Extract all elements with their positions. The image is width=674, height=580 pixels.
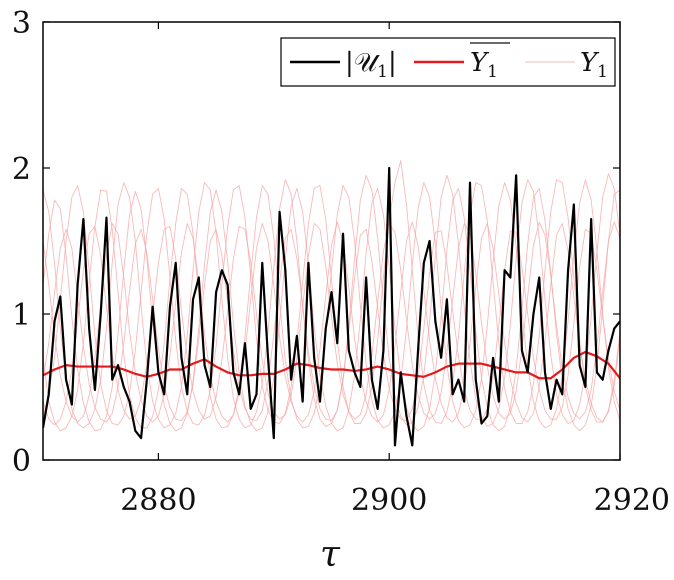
legend-label-u1-main: |𝒰 [345,48,381,78]
y1-member-line-4 [43,187,620,432]
legend-label-u1-sub: 1 [377,62,388,82]
plot-background [43,22,620,460]
x-tick-label: 2880 [120,483,196,518]
y1-member-line-7 [43,228,620,423]
series-u1-magnitude [43,166,620,447]
y-tick-label: 0 [12,444,31,479]
x-tick-label: 2920 [594,483,670,518]
x-axis: 2880 2900 2920 [120,22,670,518]
legend-label-ybar-sub: 1 [487,62,498,82]
plot-frame [42,21,621,461]
u1-magnitude-line [43,166,620,447]
y-tick-label: 2 [12,152,31,187]
legend-label-u1-close: | [388,48,397,78]
legend: |𝒰1| Y1 Y1 [280,37,616,87]
y-tick-label: 1 [12,298,31,333]
legend-label-ybar-main: Y [470,48,490,78]
ybar-mean-line [43,350,620,380]
x-tick-label: 2900 [351,483,427,518]
legend-label-y1-sub: 1 [597,62,608,82]
legend-label-y1: Y1 [580,48,608,82]
y-tick-label: 3 [12,6,31,41]
mean-series-ybar [43,350,620,380]
y1-member-line-5 [43,221,620,426]
legend-label-y1-main: Y [580,48,600,78]
x-axis-title: τ [320,534,341,575]
y1-member-line-6 [43,221,620,423]
ensemble-series-y1 [43,160,620,432]
y-axis: 0 1 2 3 [12,6,620,479]
legend-label-u1: |𝒰1| [345,48,397,82]
legend-label-ybar: Y1 [470,48,498,82]
